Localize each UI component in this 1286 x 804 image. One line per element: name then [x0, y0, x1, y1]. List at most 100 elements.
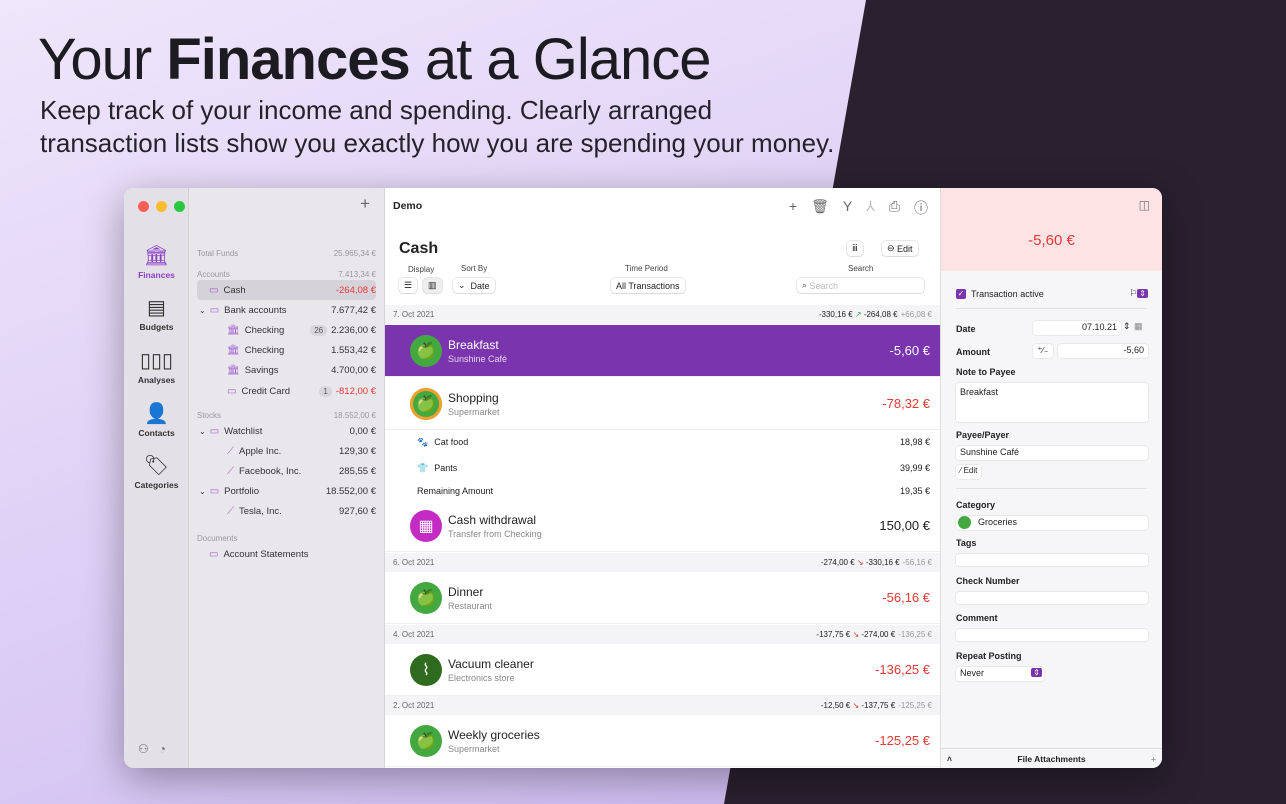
- user-icon[interactable]: ⚇: [138, 742, 149, 756]
- nav-contacts[interactable]: 👤 Contacts: [124, 401, 189, 438]
- split-icon[interactable]: Y: [842, 198, 853, 214]
- sidebar-item[interactable]: 🏛 Checking 26 2.236,00 €: [197, 320, 376, 340]
- note-field[interactable]: Breakfast: [956, 383, 1148, 422]
- detail-amount: -5,60 €: [1028, 232, 1075, 249]
- transaction-title: Breakfast: [448, 337, 499, 352]
- minimize-button[interactable]: [156, 201, 167, 212]
- help-icon[interactable]: ⓘ: [914, 200, 928, 216]
- total-funds-label: Total Funds: [197, 248, 239, 258]
- nav-categories[interactable]: 🏷 Categories: [124, 453, 189, 490]
- split-row[interactable]: Remaining Amount 19,35 €: [385, 481, 940, 501]
- item-label: Savings: [244, 365, 279, 377]
- bank-icon: 🏛: [227, 365, 240, 377]
- split-row[interactable]: 👕 Pants 39,99 €: [385, 455, 940, 481]
- sidebar-item[interactable]: ⟋ Facebook, Inc. 285,55 €: [197, 461, 376, 481]
- category-label: Category: [956, 500, 996, 510]
- transaction-title: Shopping: [448, 390, 499, 405]
- edit-label: Edit: [897, 243, 913, 254]
- amount-field[interactable]: -5,60: [1058, 344, 1148, 358]
- date-group-header: 4. Oct 2021 -137,75 € ↘ -274,00 € -136,25 …: [385, 625, 940, 644]
- balance-start: -274,00 €: [820, 558, 855, 567]
- date-stepper[interactable]: ⇕: [1123, 321, 1131, 331]
- comment-field[interactable]: [956, 629, 1148, 641]
- nav-analyses[interactable]: ▯▯▯ Analyses: [124, 348, 189, 385]
- nav-finances[interactable]: 🏛 Finances: [124, 243, 189, 280]
- zoom-button[interactable]: [174, 201, 185, 212]
- nav-budgets[interactable]: ▤ Budgets: [124, 295, 189, 332]
- edit-button[interactable]: ⊖ Edit: [882, 241, 918, 256]
- calendar-icon[interactable]: ▦: [1134, 321, 1143, 331]
- sidebar-item-account-statements[interactable]: ▭ Account Statements: [197, 544, 376, 564]
- window-title: Demo: [393, 200, 423, 212]
- sign-toggle-button[interactable]: ⁺∕₋: [1033, 344, 1053, 358]
- chart-button[interactable]: ⅲ: [847, 241, 863, 256]
- chevron-down-icon[interactable]: ⌄: [199, 426, 206, 436]
- sidebar-item[interactable]: ⟋ Tesla, Inc. 927,60 €: [197, 502, 376, 522]
- split-row[interactable]: 🐾 Cat food 18,98 €: [385, 429, 940, 455]
- sidebar-item[interactable]: ⟋ Apple Inc. 129,30 €: [197, 441, 376, 461]
- tags-field[interactable]: [956, 554, 1148, 566]
- repeat-label: Repeat Posting: [956, 651, 1022, 661]
- chevron-up-icon[interactable]: ˄: [947, 753, 952, 764]
- transaction-row[interactable]: 🍏 Shopping Supermarket -78,32 €: [385, 378, 940, 430]
- sidebar-item[interactable]: ⌄ ▭ Bank accounts 7.677,42 €: [197, 300, 376, 320]
- nav-rail: 🏛 Finances ▤ Budgets ▯▯▯ Analyses 👤 Contacts 🏷 Ca…: [124, 188, 189, 768]
- transaction-subtitle: Transfer from Checking: [448, 528, 542, 539]
- add-account-button[interactable]: +: [360, 194, 370, 213]
- chevron-down-icon[interactable]: ⌄: [199, 487, 206, 497]
- category-value: Groceries: [978, 517, 1018, 527]
- display-label: Display: [408, 265, 435, 274]
- item-label: Tesla, Inc.: [239, 506, 282, 518]
- transaction-row[interactable]: ⌇ Vacuum cleaner Electronics store -136,25 …: [385, 644, 940, 696]
- flag-select[interactable]: ⚐ ⇕: [1129, 288, 1148, 298]
- bank-icon: 🏛: [143, 245, 170, 267]
- column-view-button[interactable]: ▥: [423, 278, 442, 293]
- arrow-down-icon: ↘: [854, 558, 866, 567]
- item-label: Apple Inc.: [239, 445, 282, 457]
- date-field[interactable]: 07.10.21: [1033, 321, 1121, 335]
- add-attachment-icon[interactable]: +: [1151, 753, 1156, 764]
- sidebar-item[interactable]: ⌄ ▭ Portfolio 18.552,00 €: [197, 482, 376, 502]
- count-badge: 26: [310, 324, 328, 336]
- period-select[interactable]: All Transactions: [611, 278, 685, 293]
- balance-delta: -125,25 €: [898, 701, 932, 710]
- balance-end: -137,75 €: [861, 701, 896, 710]
- trash-icon[interactable]: 🗑: [811, 198, 829, 214]
- transaction-row[interactable]: 🍏 Breakfast Sunshine Café -5,60 €: [385, 325, 940, 377]
- file-attachments-bar[interactable]: ˄ File Attachments +: [941, 748, 1162, 768]
- close-button[interactable]: [138, 201, 149, 212]
- sort-select[interactable]: ⌄ Date: [453, 278, 495, 293]
- transaction-active-checkbox[interactable]: ✓ Transaction active: [956, 289, 1044, 299]
- merge-icon[interactable]: ⅄: [866, 198, 875, 214]
- transaction-amount: -56,16 €: [882, 590, 930, 605]
- transaction-subtitle: Supermarket: [448, 743, 500, 754]
- bank-icon: 🏛: [227, 345, 240, 357]
- transaction-row[interactable]: ▦ Cash withdrawal Transfer from Checking 15…: [385, 500, 940, 552]
- list-view-button[interactable]: ☰: [399, 278, 418, 293]
- payee-field[interactable]: Sunshine Café: [956, 446, 1148, 460]
- add-icon[interactable]: +: [788, 198, 798, 214]
- sidebar-item[interactable]: ⌄ ▭ Watchlist 0,00 €: [197, 421, 376, 441]
- sidebar-item[interactable]: 🏛 Checking 1.553,42 €: [197, 341, 376, 361]
- check-number-field[interactable]: [956, 592, 1148, 604]
- category-field[interactable]: Groceries: [956, 516, 1148, 530]
- account-list: + Total Funds 25.965,34 € Accounts 7.413,3…: [189, 188, 385, 768]
- sidebar-item[interactable]: 🏛 Savings 4.700,00 €: [197, 361, 376, 381]
- item-value: 4.700,00 €: [331, 365, 376, 377]
- sidebar-toggle-icon[interactable]: ◫: [1138, 198, 1150, 212]
- tag-icon: 🏷: [143, 455, 170, 477]
- nav-label: Analyses: [137, 375, 176, 385]
- transaction-row[interactable]: 🍏 Dinner Restaurant -56,16 €: [385, 572, 940, 624]
- repeat-select[interactable]: Never ⇕: [956, 667, 1044, 681]
- payee-edit-button[interactable]: ⁄ Edit: [956, 465, 982, 479]
- split-label: Remaining Amount: [417, 486, 494, 496]
- settings-icon[interactable]: ◔: [158, 742, 167, 756]
- sidebar-item[interactable]: ▭ Credit Card 1 -812,00 €: [197, 381, 376, 401]
- chevron-down-icon[interactable]: ⌄: [199, 305, 206, 315]
- transaction-row[interactable]: 🍏 Weekly groceries Supermarket -125,25 €: [385, 715, 940, 767]
- print-icon[interactable]: ⎙: [888, 198, 900, 214]
- transaction-title: Dinner: [448, 584, 484, 599]
- item-label: Checking: [244, 324, 285, 336]
- sidebar-item[interactable]: ▭ Cash -264,08 €: [197, 280, 376, 300]
- search-field[interactable]: ⌕ Search: [797, 278, 924, 293]
